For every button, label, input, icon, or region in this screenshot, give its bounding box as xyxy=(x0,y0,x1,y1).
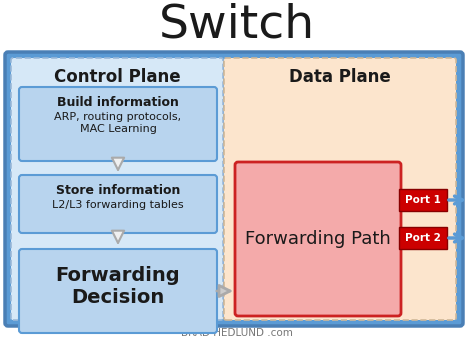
FancyBboxPatch shape xyxy=(11,58,223,320)
Text: Store information: Store information xyxy=(56,184,180,197)
FancyBboxPatch shape xyxy=(19,249,217,333)
Text: Forwarding Path: Forwarding Path xyxy=(245,230,391,248)
Text: Build information: Build information xyxy=(57,96,179,109)
FancyBboxPatch shape xyxy=(19,87,217,161)
Text: Switch: Switch xyxy=(159,2,315,47)
FancyBboxPatch shape xyxy=(19,175,217,233)
FancyBboxPatch shape xyxy=(235,162,401,316)
Text: BRAD HEDLUND .com: BRAD HEDLUND .com xyxy=(181,328,293,338)
FancyBboxPatch shape xyxy=(399,227,447,249)
Text: Data Plane: Data Plane xyxy=(289,68,391,86)
Text: Port 1: Port 1 xyxy=(405,195,441,205)
Text: Forwarding
Decision: Forwarding Decision xyxy=(55,266,180,307)
Text: L2/L3 forwarding tables: L2/L3 forwarding tables xyxy=(52,200,184,210)
Text: Port 2: Port 2 xyxy=(405,233,441,243)
FancyBboxPatch shape xyxy=(399,189,447,211)
Text: Control Plane: Control Plane xyxy=(54,68,180,86)
FancyBboxPatch shape xyxy=(5,52,463,326)
Text: ARP, routing protocols,
MAC Learning: ARP, routing protocols, MAC Learning xyxy=(55,112,182,134)
FancyBboxPatch shape xyxy=(224,58,456,320)
